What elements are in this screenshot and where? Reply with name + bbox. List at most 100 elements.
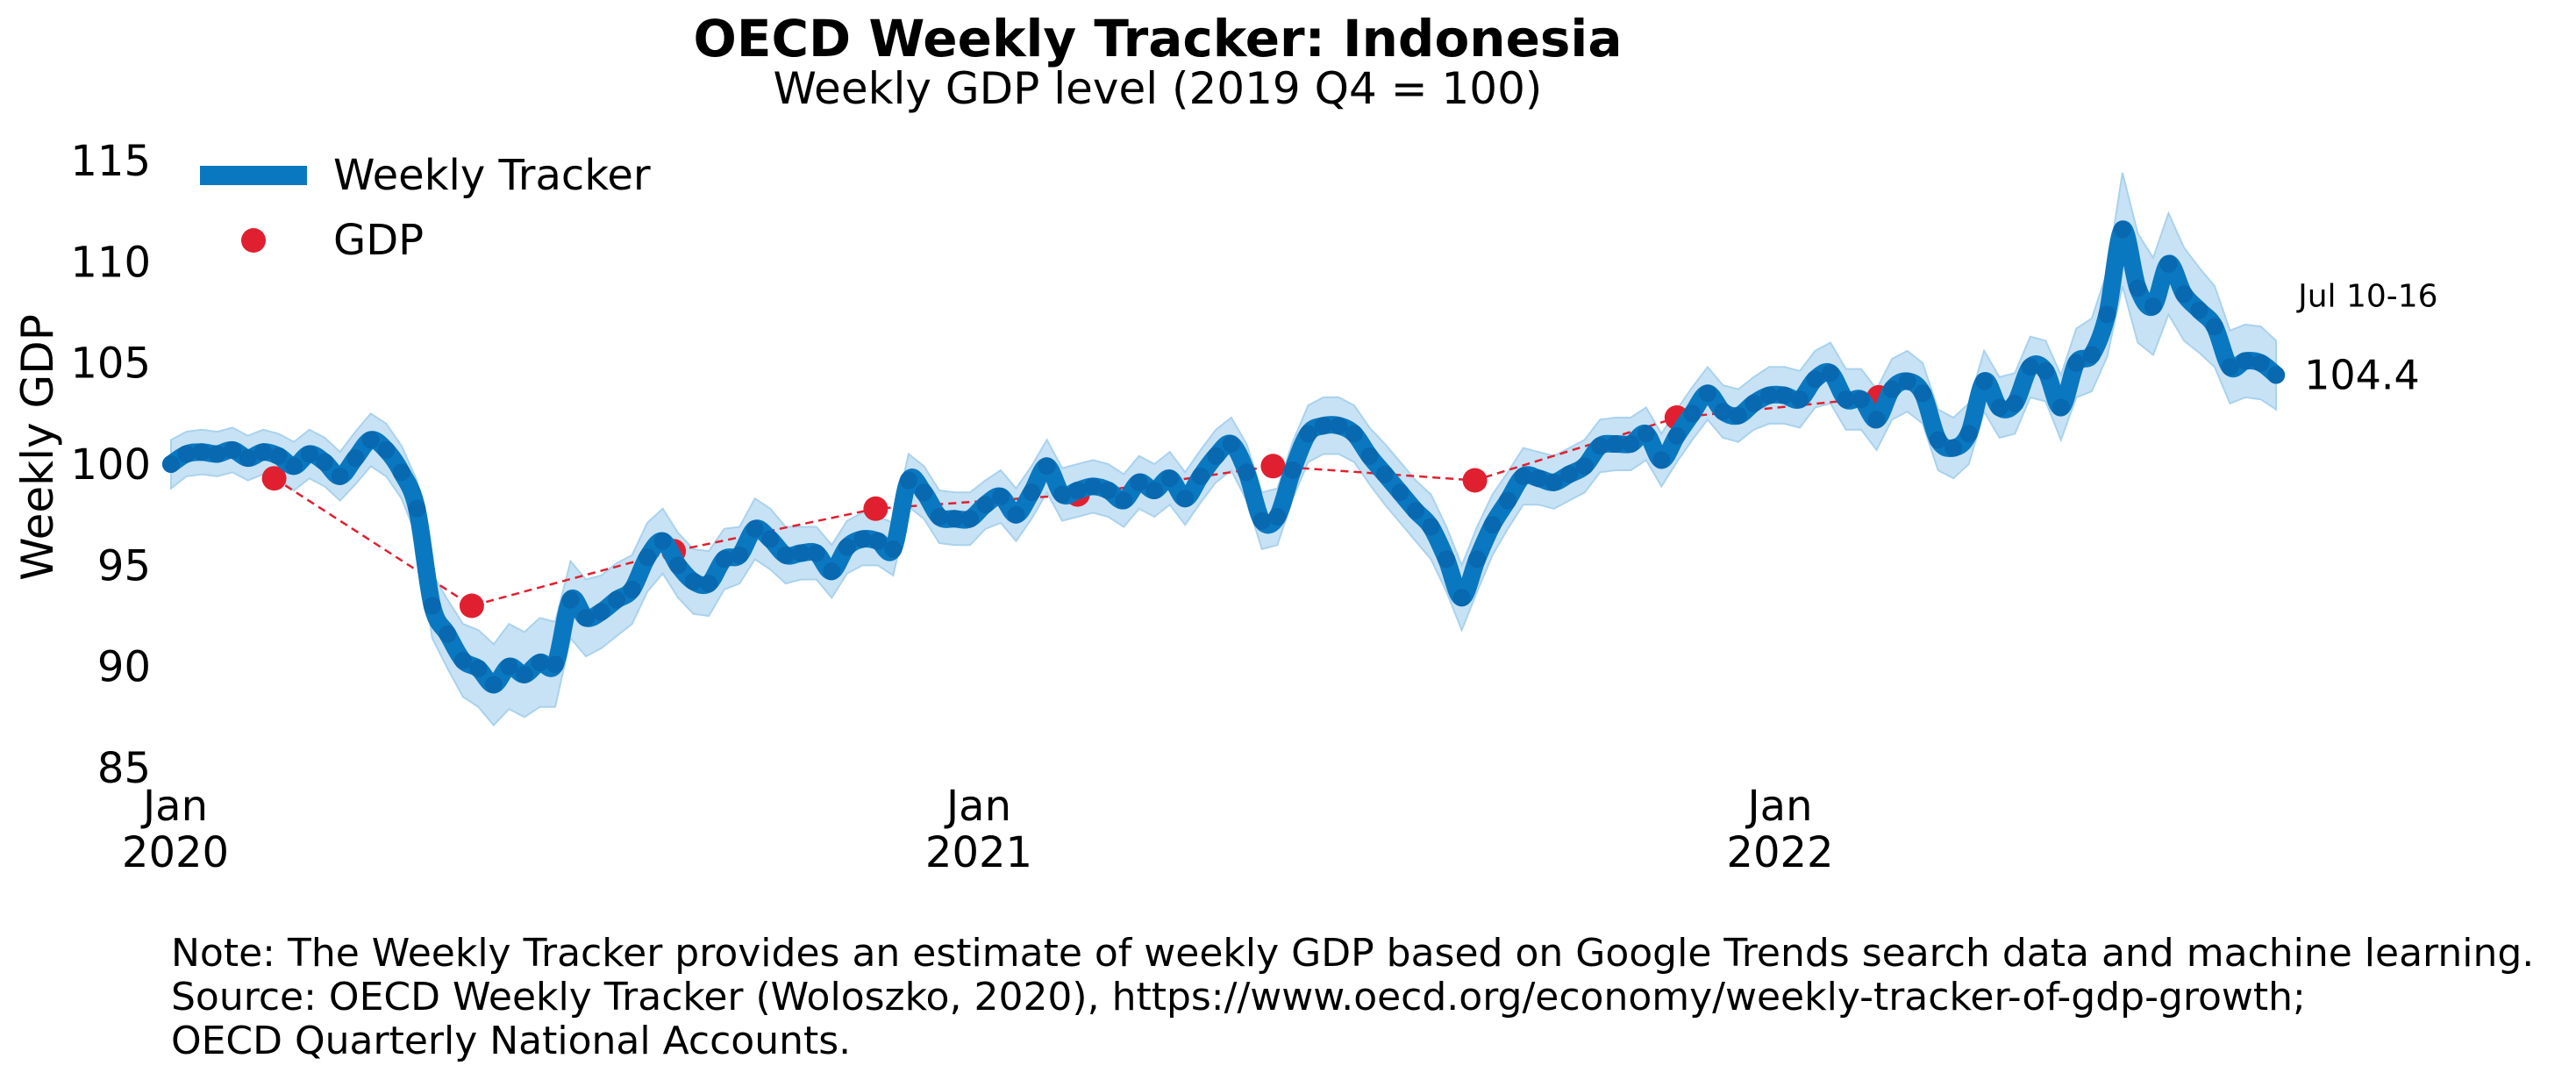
weekly-tracker-point	[1652, 451, 1671, 469]
weekly-tracker-point	[1499, 491, 1517, 510]
weekly-tracker-point	[2190, 301, 2209, 319]
weekly-tracker-point	[269, 447, 288, 465]
legend-weekly-tracker-label: Weekly Tracker	[333, 151, 651, 200]
gdp-dashed-line	[273, 396, 1880, 607]
weekly-tracker-point	[1745, 394, 1763, 412]
gdp-point	[459, 593, 484, 619]
weekly-tracker-point	[715, 550, 733, 569]
weekly-tracker-point	[1714, 403, 1732, 421]
weekly-tracker-point	[1084, 477, 1102, 496]
gdp-point	[1260, 454, 1286, 479]
weekly-tracker-point	[1606, 435, 1624, 453]
weekly-tracker-point	[1929, 431, 1947, 449]
weekly-tracker-point	[1115, 491, 1133, 510]
weekly-tracker-point	[1760, 386, 1778, 404]
weekly-tracker-point	[1207, 447, 1225, 465]
weekly-tracker-point	[316, 453, 334, 471]
weekly-tracker-point	[1252, 511, 1271, 530]
weekly-tracker-point	[515, 665, 533, 683]
weekly-tracker-point	[2175, 285, 2193, 304]
weekly-tracker-point	[700, 575, 718, 593]
weekly-tracker-point	[746, 519, 764, 538]
weekly-tracker-point	[884, 540, 903, 558]
weekly-tracker-point	[254, 443, 273, 461]
weekly-tracker-point	[1622, 435, 1640, 453]
weekly-tracker-point	[2037, 361, 2055, 380]
weekly-tracker-point	[1314, 417, 1332, 435]
weekly-tracker-point	[899, 471, 917, 490]
weekly-tracker-point	[2221, 358, 2239, 376]
weekly-tracker-point	[1038, 457, 1056, 476]
weekly-tracker-point	[1130, 473, 1148, 491]
weekly-tracker-point	[945, 510, 964, 528]
weekly-tracker-point	[1944, 439, 1963, 457]
weekly-tracker-point	[2237, 352, 2254, 370]
weekly-tracker-point	[1637, 425, 1655, 443]
y-axis-label: Weekly GDP	[12, 314, 63, 581]
weekly-tracker-point	[193, 443, 211, 461]
weekly-tracker-point	[731, 546, 749, 564]
weekly-tracker-point	[1914, 384, 1932, 403]
weekly-tracker-point	[2129, 279, 2147, 297]
weekly-tracker-point	[1898, 372, 1916, 390]
weekly-tracker-point	[408, 499, 426, 518]
weekly-tracker-point	[1591, 437, 1609, 455]
source-line: OECD Quarterly National Accounts.	[171, 1019, 852, 1063]
weekly-tracker-point	[561, 590, 580, 609]
y-tick-label: 100	[70, 440, 151, 490]
weekly-tracker-point	[838, 538, 856, 556]
weekly-tracker-point	[1376, 465, 1394, 483]
weekly-tracker-point	[1545, 473, 1563, 491]
weekly-tracker-point	[1575, 457, 1594, 476]
weekly-tracker-point	[1990, 398, 2009, 417]
weekly-tracker-point	[1959, 425, 1978, 443]
weekly-tracker-point	[2021, 358, 2039, 376]
weekly-tracker-point	[1683, 404, 1702, 423]
weekly-tracker-point	[531, 654, 549, 672]
weekly-tracker-point	[546, 655, 564, 674]
y-tick-label: 105	[70, 340, 151, 389]
weekly-tracker-point	[1883, 380, 1902, 398]
weekly-tracker-point	[653, 532, 672, 550]
weekly-tracker-point	[1822, 364, 1839, 383]
weekly-tracker-point	[608, 590, 625, 609]
y-tick-label: 90	[97, 643, 151, 692]
weekly-tracker-point	[1283, 461, 1302, 479]
weekly-tracker-point	[592, 603, 610, 621]
weekly-tracker-point	[1145, 482, 1164, 499]
weekly-tracker-point	[1360, 447, 1379, 465]
weekly-tracker-point	[1068, 482, 1087, 499]
gdp-point	[863, 496, 888, 521]
note-line: Note: The Weekly Tracker provides an est…	[171, 931, 2535, 976]
x-tick-label-year: 2021	[925, 828, 1032, 877]
weekly-tracker-point	[684, 572, 703, 590]
weekly-tracker-point	[2113, 220, 2131, 239]
weekly-tracker-point	[285, 457, 303, 476]
weekly-tracker-point	[239, 449, 257, 468]
weekly-tracker-point	[2144, 297, 2162, 316]
chart-subtitle: Weekly GDP level (2019 Q4 = 100)	[773, 63, 1543, 114]
weekly-tracker-point	[823, 562, 841, 581]
legend: Weekly Tracker GDP	[200, 151, 651, 265]
weekly-tracker-point	[1191, 467, 1210, 485]
weekly-tracker-point	[1452, 589, 1471, 607]
weekly-tracker-point	[224, 440, 242, 459]
weekly-tracker-point	[1837, 390, 1855, 409]
weekly-tracker-point	[2159, 254, 2178, 273]
x-tick-label-month: Jan	[1745, 782, 1813, 831]
weekly-tracker-point	[1483, 516, 1502, 534]
weekly-tracker-point	[1222, 435, 1240, 453]
source-line: Source: OECD Weekly Tracker (Woloszko, 2…	[171, 975, 2306, 1019]
weekly-tracker-point	[915, 483, 933, 502]
weekly-tracker-point	[423, 597, 441, 615]
weekly-tracker-point	[177, 445, 196, 463]
weekly-tracker-point	[1330, 417, 1348, 435]
weekly-tracker-point	[1391, 483, 1409, 502]
weekly-tracker-point	[1791, 390, 1809, 409]
weekly-tracker-point	[1867, 411, 1886, 429]
weekly-tracker-point	[377, 440, 396, 459]
weekly-tracker-point	[776, 546, 795, 564]
weekly-tracker-point	[577, 609, 595, 627]
weekly-tracker-point	[807, 544, 825, 562]
